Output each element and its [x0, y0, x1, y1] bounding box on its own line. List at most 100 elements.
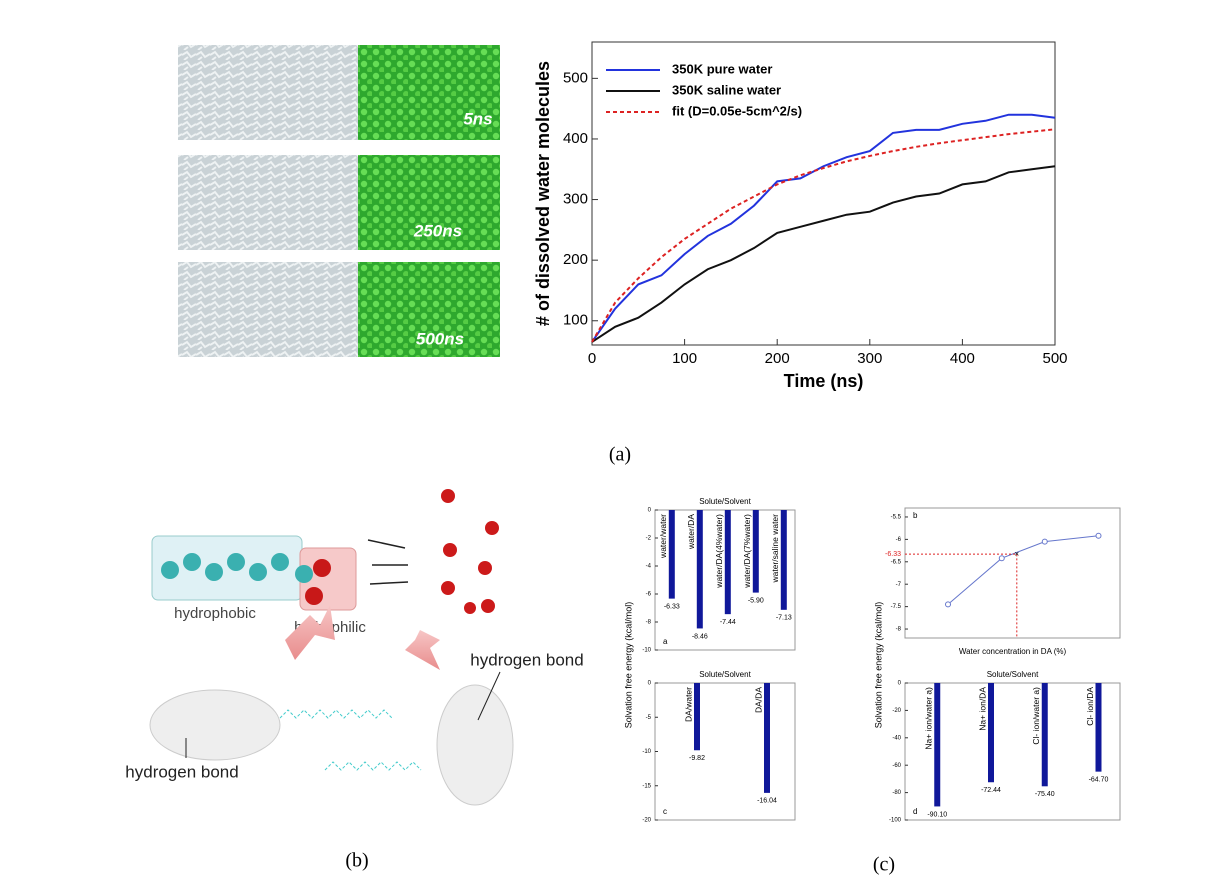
bar — [668, 510, 675, 599]
y-tick-label: -100 — [889, 818, 902, 824]
y-tick-label: -8 — [646, 620, 652, 626]
y-tick-label: -5.5 — [891, 515, 902, 521]
y-tick-label: 500 — [563, 69, 588, 86]
panel-label: c — [663, 807, 667, 816]
legend-label: fit (D=0.05e-5cm^2/s) — [672, 103, 802, 118]
molecule-surface — [436, 684, 514, 806]
snapshots: 5ns 250ns 500ns — [178, 45, 500, 357]
value-label: -64.70 — [1089, 776, 1109, 783]
panel-label: d — [913, 807, 917, 816]
highlight-label: -6.33 — [885, 551, 901, 558]
highlight-guide — [905, 553, 1018, 638]
panel-label: b — [913, 511, 918, 520]
snapshot-ice — [178, 45, 358, 140]
point — [945, 601, 951, 608]
label: hydrogen bond — [125, 762, 238, 781]
y-tick-label: -5 — [646, 715, 652, 721]
y-tick-label: -10 — [642, 749, 651, 755]
snapshot-ice — [178, 262, 358, 357]
big-arrow — [405, 630, 440, 670]
plot-frame — [904, 682, 1121, 821]
point — [1041, 538, 1048, 545]
category-label: water/DA(4%water) — [714, 514, 724, 589]
category-label: Na+ ion/water a) — [924, 687, 934, 750]
y-tick-label: -7 — [896, 582, 902, 588]
bar — [1095, 683, 1102, 772]
y-tick-label: -4 — [646, 564, 652, 570]
value-label: -75.40 — [1035, 791, 1055, 798]
caption: (c) — [873, 854, 895, 876]
snapshot-solvent — [358, 155, 500, 250]
legend-label: 350K pure water — [672, 61, 772, 76]
value-label: -8.46 — [692, 633, 708, 640]
arrows — [367, 539, 409, 585]
legend-label: 350K saline water — [672, 82, 781, 97]
y-axis-label: Solvation free energy (kcal/mol) — [873, 602, 883, 729]
category-label: water/DA(7%water) — [742, 514, 752, 589]
x-axis-label: Time (ns) — [784, 371, 864, 391]
highlight-marker: × — [1014, 549, 1019, 558]
bar — [694, 683, 700, 751]
y-tick-label: -60 — [892, 763, 901, 769]
diagram: hydrophobic hydrophilic hydrogen bond hy… — [125, 489, 584, 806]
y-tick-label: -7.5 — [891, 604, 902, 610]
series-line — [591, 128, 1056, 343]
snapshot-ice — [178, 155, 358, 250]
y-tick-label: 100 — [563, 312, 588, 329]
y-tick-label: -6.5 — [891, 559, 902, 565]
category-label: Cl- ion/water a) — [1031, 687, 1041, 745]
x-tick-label: 100 — [672, 350, 697, 367]
snapshot-label: 500ns — [416, 329, 464, 348]
y-tick-label: -15 — [642, 783, 651, 789]
y-tick-label: 400 — [563, 130, 588, 147]
category-label: DA/DA — [753, 687, 763, 713]
label: hydrogen bond — [470, 650, 583, 669]
x-tick-label: 0 — [588, 350, 596, 367]
series-line — [591, 113, 1056, 343]
series-line — [947, 535, 1099, 605]
y-tick-label: 0 — [898, 681, 902, 687]
y-tick-label: 0 — [648, 681, 652, 687]
label: hydrophobic — [174, 605, 256, 622]
value-label: -72.44 — [981, 787, 1001, 794]
chart-title: Solute/Solvent — [987, 670, 1039, 679]
y-tick-label: -80 — [892, 790, 901, 796]
category-label: water/saline water — [770, 514, 780, 584]
y-tick-label: 0 — [648, 508, 652, 514]
chain — [279, 709, 422, 771]
molecule-surface — [149, 689, 281, 761]
caption: (b) — [345, 850, 368, 872]
chart-title: Solute/Solvent — [699, 670, 751, 679]
y-tick-label: 200 — [563, 251, 588, 268]
big-arrow — [285, 605, 335, 660]
value-label: -7.44 — [720, 619, 736, 626]
category-label: water/DA — [686, 514, 696, 550]
chart-title: Solute/Solvent — [699, 497, 751, 506]
y-tick-label: -2 — [646, 536, 652, 542]
x-tick-label: 400 — [950, 350, 975, 367]
snapshot-label: 5ns — [463, 109, 492, 128]
point — [1095, 532, 1102, 539]
bar — [934, 683, 941, 807]
value-label: -7.13 — [776, 615, 792, 622]
y-tick-label: -6 — [896, 537, 902, 543]
x-tick-label: 500 — [1042, 350, 1067, 367]
snapshot-label: 250ns — [413, 221, 462, 240]
panel-label: a — [663, 637, 668, 646]
y-tick-label: 300 — [563, 191, 588, 208]
y-tick-label: -20 — [642, 818, 651, 824]
y-axis-label: Solvation free energy (kcal/mol) — [623, 602, 633, 729]
bar — [696, 510, 703, 629]
y-tick-label: -10 — [642, 648, 651, 654]
bar — [764, 683, 770, 793]
plot-frame — [904, 507, 1121, 639]
value-label: -5.90 — [748, 597, 764, 604]
bar — [780, 510, 787, 610]
y-tick-label: -8 — [896, 627, 902, 633]
bar — [1041, 683, 1048, 787]
x-axis-label: Water concentration in DA (%) — [959, 647, 1067, 656]
category-label: Na+ ion/DA — [977, 687, 987, 731]
value-label: -16.04 — [757, 798, 777, 805]
category-label: DA/water — [683, 687, 693, 722]
y-tick-label: -6 — [646, 592, 652, 598]
